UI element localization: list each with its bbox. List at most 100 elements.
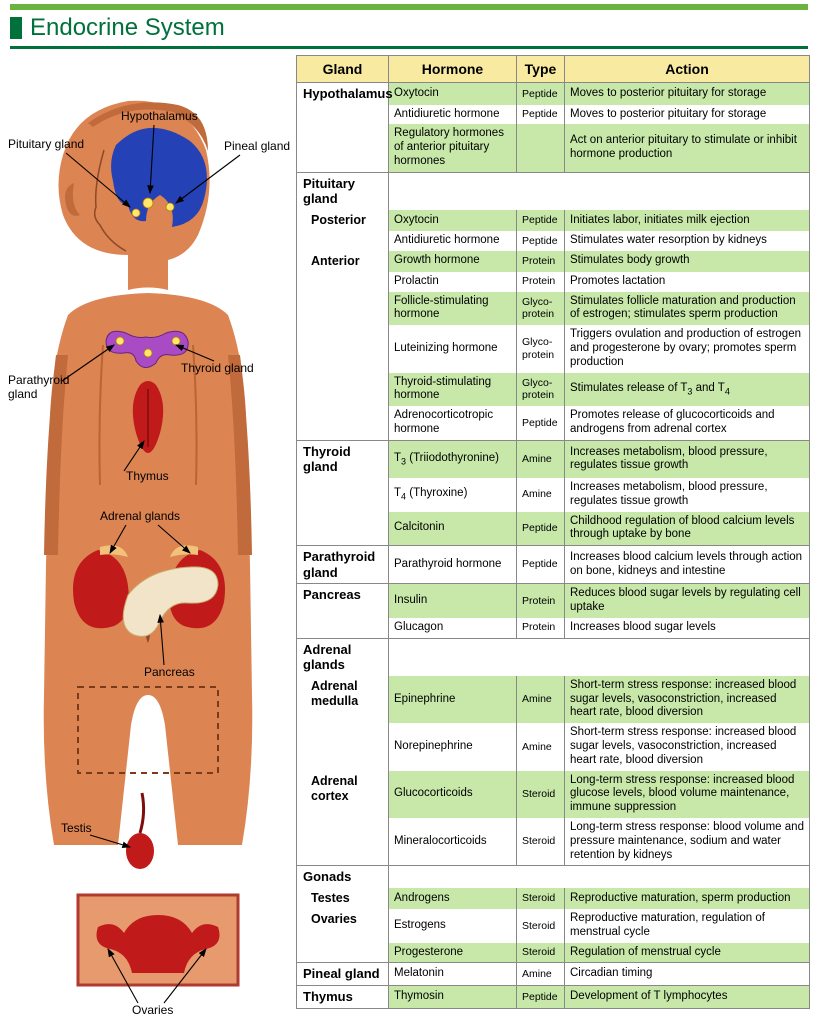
cell-gland bbox=[297, 406, 389, 440]
cell-hormone: Glucagon bbox=[389, 618, 517, 638]
title-block-icon bbox=[10, 17, 22, 39]
cell-gland: Thymus bbox=[297, 986, 389, 1009]
cell-type: Peptide bbox=[517, 406, 565, 440]
cell-gland: Adrenal medulla bbox=[297, 676, 389, 723]
cell-hormone: Calcitonin bbox=[389, 512, 517, 546]
cell-hormone: T4 (Thyroxine) bbox=[389, 478, 517, 512]
table-row: OvariesEstrogensSteroidReproductive matu… bbox=[297, 909, 810, 943]
cell-action: Act on anterior pituitary to stimulate o… bbox=[565, 124, 810, 172]
cell-action: Reduces blood sugar levels by regulating… bbox=[565, 584, 810, 618]
th-type: Type bbox=[517, 56, 565, 83]
cell-type: Protein bbox=[517, 272, 565, 292]
table-row: MineralocorticoidsSteroidLong-term stres… bbox=[297, 818, 810, 866]
cell-type: Protein bbox=[517, 584, 565, 618]
table-row: TestesAndrogensSteroidReproductive matur… bbox=[297, 888, 810, 909]
cell-hormone: Thyroid-stimulating hormone bbox=[389, 373, 517, 407]
cell-hormone: Oxytocin bbox=[389, 83, 517, 105]
cell-action: Development of T lymphocytes bbox=[565, 986, 810, 1009]
table-row: ThymusThymosinPeptideDevelopment of T ly… bbox=[297, 986, 810, 1009]
cell-type: Amine bbox=[517, 440, 565, 478]
table-row: Adrenocorticotropic hormonePeptidePromot… bbox=[297, 406, 810, 440]
cell-action: Increases blood sugar levels bbox=[565, 618, 810, 638]
th-action: Action bbox=[565, 56, 810, 83]
cell-action: Long-term stress response: increased blo… bbox=[565, 771, 810, 818]
table-row: ProlactinProteinPromotes lactation bbox=[297, 272, 810, 292]
cell-gland bbox=[297, 292, 389, 326]
cell-type: Amine bbox=[517, 478, 565, 512]
table-row: Thyroid glandT3 (Triiodothyronine)AmineI… bbox=[297, 440, 810, 478]
cell-gland: Parathyroid gland bbox=[297, 546, 389, 584]
cell-action: Reproductive maturation, sperm productio… bbox=[565, 888, 810, 909]
table-row: PancreasInsulinProteinReduces blood suga… bbox=[297, 584, 810, 618]
table-row: CalcitoninPeptideChildhood regulation of… bbox=[297, 512, 810, 546]
cell-gland: Thyroid gland bbox=[297, 440, 389, 478]
cell-type bbox=[517, 124, 565, 172]
table-row: NorepinephrineAmineShort-term stress res… bbox=[297, 723, 810, 770]
table-row: Antidiuretic hormonePeptideStimulates wa… bbox=[297, 231, 810, 251]
cell-gland bbox=[297, 723, 389, 770]
cell-action: Increases metabolism, blood pressure, re… bbox=[565, 440, 810, 478]
cell-type: Glyco-protein bbox=[517, 292, 565, 326]
cell-hormone: Growth hormone bbox=[389, 251, 517, 272]
cell-action: Short-term stress response: increased bl… bbox=[565, 676, 810, 723]
table-row: Thyroid-stimulating hormoneGlyco-protein… bbox=[297, 373, 810, 407]
label-pancreas: Pancreas bbox=[144, 665, 195, 679]
cell-hormone: Adrenocorticotropic hormone bbox=[389, 406, 517, 440]
cell-type: Protein bbox=[517, 251, 565, 272]
cell-action: Regulation of menstrual cycle bbox=[565, 943, 810, 963]
table-row: HypothalamusOxytocinPeptideMoves to post… bbox=[297, 83, 810, 105]
cell-type: Steroid bbox=[517, 818, 565, 866]
hormone-table: Gland Hormone Type Action HypothalamusOx… bbox=[296, 55, 810, 1009]
cell-hormone: Luteinizing hormone bbox=[389, 325, 517, 372]
cell-hormone: Androgens bbox=[389, 888, 517, 909]
cell-type: Peptide bbox=[517, 546, 565, 584]
cell-action: Promotes release of glucocorticoids and … bbox=[565, 406, 810, 440]
table-row: Adrenal glands bbox=[297, 638, 810, 676]
cell-type: Steroid bbox=[517, 943, 565, 963]
table-row: Pineal glandMelatoninAmineCircadian timi… bbox=[297, 963, 810, 986]
cell-type: Amine bbox=[517, 963, 565, 986]
cell-gland: Gonads bbox=[297, 866, 389, 888]
label-adrenal: Adrenal glands bbox=[100, 509, 180, 523]
page-title: Endocrine System bbox=[30, 14, 225, 42]
cell-empty bbox=[389, 638, 810, 676]
table-row: Gonads bbox=[297, 866, 810, 888]
cell-gland bbox=[297, 512, 389, 546]
cell-action: Initiates labor, initiates milk ejection bbox=[565, 210, 810, 231]
th-hormone: Hormone bbox=[389, 56, 517, 83]
cell-hormone: Mineralocorticoids bbox=[389, 818, 517, 866]
cell-action: Circadian timing bbox=[565, 963, 810, 986]
cell-gland bbox=[297, 231, 389, 251]
cell-hormone: Prolactin bbox=[389, 272, 517, 292]
table-row: GlucagonProteinIncreases blood sugar lev… bbox=[297, 618, 810, 638]
title-row: Endocrine System bbox=[0, 10, 818, 44]
label-ovaries: Ovaries bbox=[132, 1003, 173, 1017]
cell-type: Amine bbox=[517, 676, 565, 723]
cell-type: Peptide bbox=[517, 512, 565, 546]
cell-type: Steroid bbox=[517, 888, 565, 909]
cell-type: Steroid bbox=[517, 909, 565, 943]
cell-gland bbox=[297, 373, 389, 407]
anatomy-figure: Hypothalamus Pituitary gland Pineal glan… bbox=[8, 55, 290, 1025]
cell-action: Moves to posterior pituitary for storage bbox=[565, 105, 810, 125]
cell-gland: Anterior bbox=[297, 251, 389, 272]
cell-gland: Posterior bbox=[297, 210, 389, 231]
cell-hormone: Estrogens bbox=[389, 909, 517, 943]
cell-type: Glyco-protein bbox=[517, 325, 565, 372]
cell-type: Amine bbox=[517, 723, 565, 770]
cell-action: Reproductive maturation, regulation of m… bbox=[565, 909, 810, 943]
cell-hormone: T3 (Triiodothyronine) bbox=[389, 440, 517, 478]
cell-type: Steroid bbox=[517, 771, 565, 818]
cell-type: Glyco-protein bbox=[517, 373, 565, 407]
cell-gland: Pineal gland bbox=[297, 963, 389, 986]
cell-gland bbox=[297, 124, 389, 172]
cell-gland bbox=[297, 105, 389, 125]
label-thyroid: Thyroid gland bbox=[181, 361, 254, 375]
cell-hormone: Thymosin bbox=[389, 986, 517, 1009]
cell-gland: Pancreas bbox=[297, 584, 389, 618]
cell-action: Moves to posterior pituitary for storage bbox=[565, 83, 810, 105]
table-row: Follicle-stimulating hormoneGlyco-protei… bbox=[297, 292, 810, 326]
cell-type: Protein bbox=[517, 618, 565, 638]
cell-gland bbox=[297, 272, 389, 292]
cell-hormone: Melatonin bbox=[389, 963, 517, 986]
